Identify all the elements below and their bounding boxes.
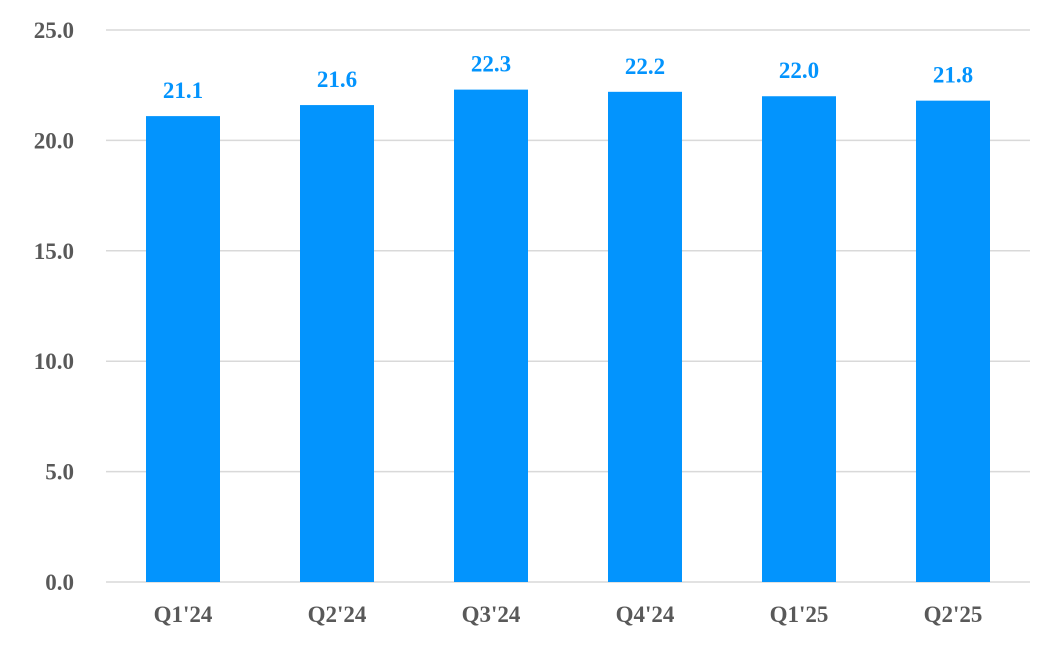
gridlines [106,29,1030,583]
y-tick-label: 20.0 [34,128,74,153]
bar [454,89,528,582]
y-tick-label: 5.0 [45,460,74,485]
x-tick-label: Q3'24 [462,602,521,627]
y-tick-label: 0.0 [45,570,74,595]
y-tick-label: 15.0 [34,239,74,264]
bar [762,96,836,583]
x-tick-label: Q2'24 [308,602,367,627]
bars [146,89,990,583]
x-axis-ticks: Q1'24 Q2'24 Q3'24 Q4'24 Q1'25 Q2'25 [154,602,983,627]
y-axis-ticks: 0.0 5.0 10.0 15.0 20.0 25.0 [34,18,74,595]
bar [146,116,220,582]
bar [300,105,374,583]
data-labels: 21.1 21.6 22.3 22.2 22.0 21.8 [163,52,973,103]
data-label: 21.1 [163,78,203,103]
x-tick-label: Q4'24 [616,602,675,627]
data-label: 22.2 [625,54,665,79]
data-label: 22.0 [779,58,819,83]
y-tick-label: 10.0 [34,349,74,374]
data-label: 22.3 [471,52,511,77]
x-tick-label: Q1'24 [154,602,213,627]
data-label: 21.6 [317,67,357,92]
data-label: 21.8 [933,63,973,88]
x-tick-label: Q2'25 [924,602,983,627]
bar [916,100,990,582]
bar [608,91,682,582]
x-tick-label: Q1'25 [770,602,829,627]
y-tick-label: 25.0 [34,18,74,43]
